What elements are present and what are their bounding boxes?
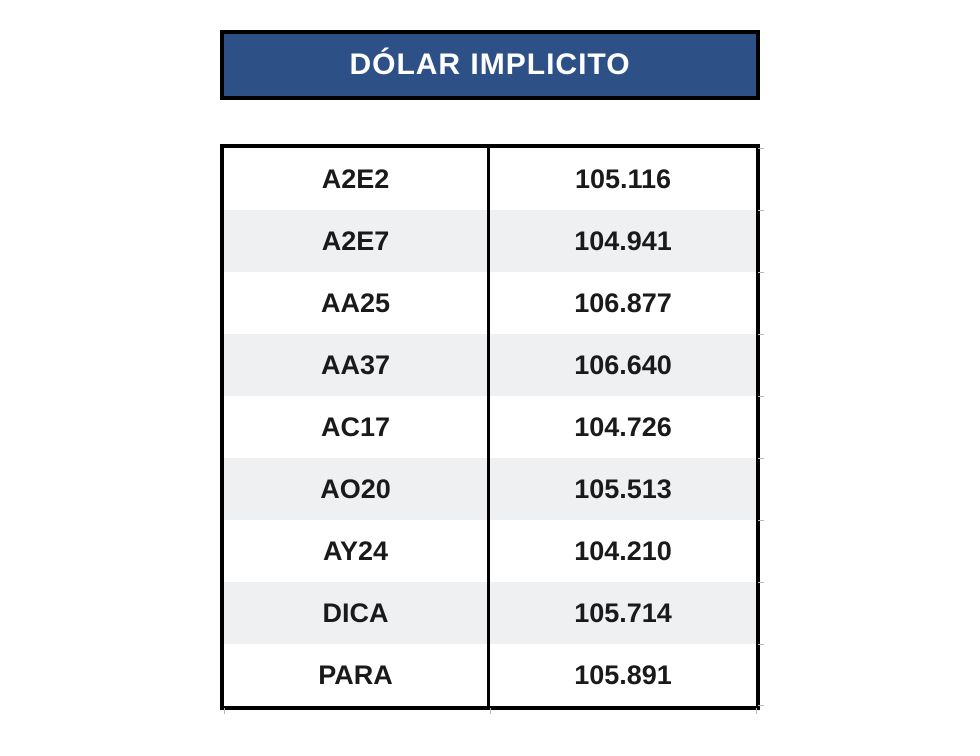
value-cell: 106.640: [490, 334, 756, 396]
value-cell: 105.513: [490, 458, 756, 520]
table-row: AA25 106.877: [224, 272, 756, 334]
ticker-cell: AC17: [224, 396, 490, 458]
ticker-cell: AA37: [224, 334, 490, 396]
header-title-text: DÓLAR IMPLICITO: [349, 48, 630, 81]
value-cell: 104.941: [490, 210, 756, 272]
table-row: AA37 106.640: [224, 334, 756, 396]
ticker-cell: A2E2: [224, 148, 490, 210]
value-cell: 105.116: [490, 148, 756, 210]
table-row: AC17 104.726: [224, 396, 756, 458]
header-title-box: DÓLAR IMPLICITO: [220, 30, 760, 100]
table-row: A2E7 104.941: [224, 210, 756, 272]
value-cell: 104.726: [490, 396, 756, 458]
value-cell: 104.210: [490, 520, 756, 582]
table-row: AY24 104.210: [224, 520, 756, 582]
table-row: AO20 105.513: [224, 458, 756, 520]
ticker-cell: A2E7: [224, 210, 490, 272]
ticker-cell: DICA: [224, 582, 490, 644]
value-cell: 105.891: [490, 644, 756, 706]
ticker-cell: AO20: [224, 458, 490, 520]
ticker-cell: AA25: [224, 272, 490, 334]
table-row: DICA 105.714: [224, 582, 756, 644]
value-cell: 106.877: [490, 272, 756, 334]
table-row: PARA 105.891: [224, 644, 756, 706]
table-row: A2E2 105.116: [224, 148, 756, 210]
dolar-implicito-table: A2E2 105.116 A2E7 104.941 AA25 106.877 A…: [220, 144, 760, 710]
value-cell: 105.714: [490, 582, 756, 644]
ticker-cell: AY24: [224, 520, 490, 582]
ticker-cell: PARA: [224, 644, 490, 706]
